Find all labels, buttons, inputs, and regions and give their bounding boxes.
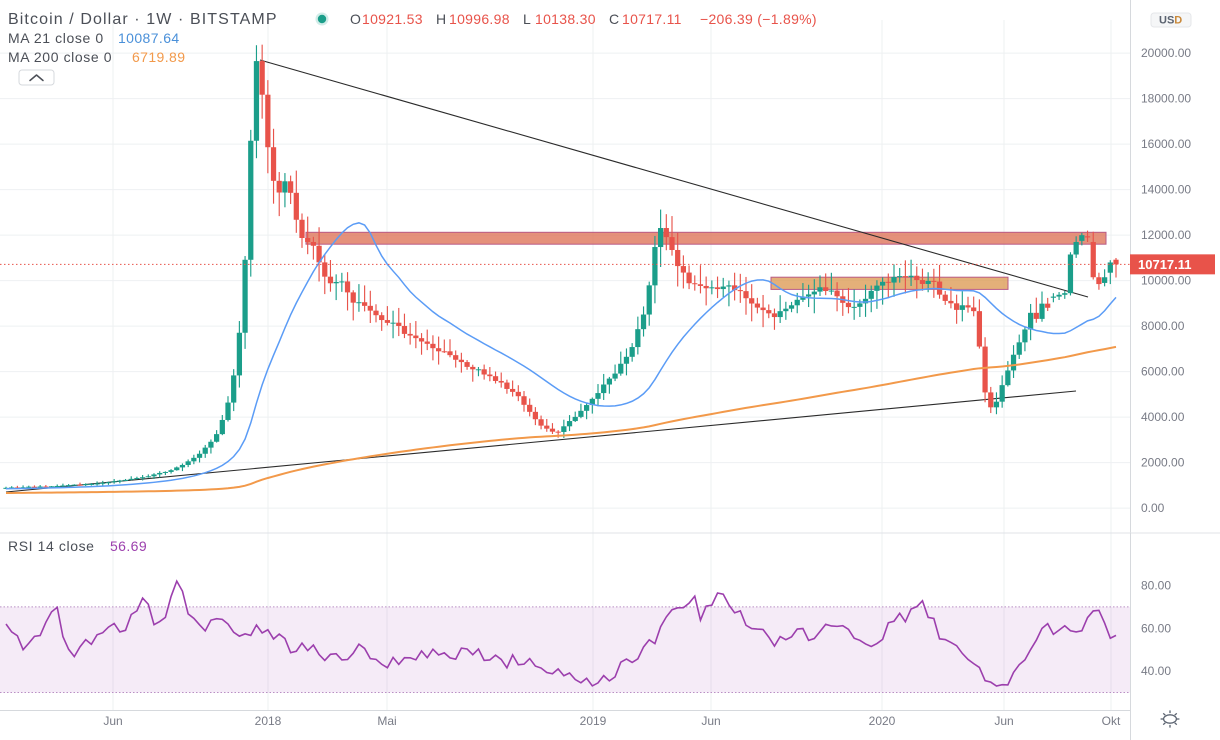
svg-text:10921.53: 10921.53: [362, 11, 423, 27]
svg-text:10717.11: 10717.11: [1138, 257, 1192, 272]
svg-text:16000.00: 16000.00: [1141, 137, 1191, 151]
svg-text:Jun: Jun: [701, 714, 720, 728]
svg-text:2000.00: 2000.00: [1141, 456, 1185, 470]
svg-text:−206.39 (−1.89%): −206.39 (−1.89%): [700, 11, 817, 27]
svg-text:H: H: [436, 11, 446, 27]
svg-text:56.69: 56.69: [110, 538, 147, 554]
svg-text:2020: 2020: [869, 714, 896, 728]
svg-text:Okt: Okt: [1102, 714, 1121, 728]
svg-text:MA 200 close 0: MA 200 close 0: [8, 49, 112, 65]
svg-text:10138.30: 10138.30: [535, 11, 596, 27]
svg-text:14000.00: 14000.00: [1141, 183, 1191, 197]
svg-text:L: L: [523, 11, 531, 27]
svg-text:8000.00: 8000.00: [1141, 319, 1185, 333]
svg-text:O: O: [350, 11, 361, 27]
svg-text:12000.00: 12000.00: [1141, 228, 1191, 242]
svg-text:Jun: Jun: [994, 714, 1013, 728]
svg-text:18000.00: 18000.00: [1141, 92, 1191, 106]
svg-text:C: C: [609, 11, 619, 27]
svg-text:0.00: 0.00: [1141, 501, 1165, 515]
svg-text:2018: 2018: [255, 714, 282, 728]
svg-text:80.00: 80.00: [1141, 578, 1171, 592]
svg-text:40.00: 40.00: [1141, 664, 1171, 678]
svg-text:6000.00: 6000.00: [1141, 365, 1185, 379]
svg-text:Mai: Mai: [377, 714, 396, 728]
svg-text:20000.00: 20000.00: [1141, 46, 1191, 60]
svg-text:10996.98: 10996.98: [449, 11, 510, 27]
svg-text:10087.64: 10087.64: [118, 30, 180, 46]
svg-text:MA 21 close 0: MA 21 close 0: [8, 30, 104, 46]
svg-text:60.00: 60.00: [1141, 621, 1171, 635]
svg-text:RSI 14 close: RSI 14 close: [8, 538, 95, 554]
svg-text:10000.00: 10000.00: [1141, 274, 1191, 288]
svg-text:Bitcoin / Dollar · 1W · BITSTA: Bitcoin / Dollar · 1W · BITSTAMP: [8, 11, 278, 28]
svg-text:USD: USD: [1159, 15, 1182, 27]
svg-text:10717.11: 10717.11: [622, 11, 682, 27]
svg-text:Jun: Jun: [103, 714, 122, 728]
svg-text:6719.89: 6719.89: [132, 49, 185, 65]
svg-text:4000.00: 4000.00: [1141, 410, 1185, 424]
svg-text:2019: 2019: [580, 714, 607, 728]
